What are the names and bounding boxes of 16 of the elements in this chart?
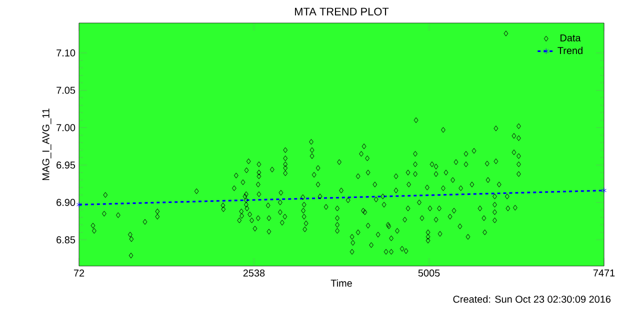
x-tick-label: 72 xyxy=(74,270,84,276)
chart-title: MTA TREND PLOT xyxy=(295,8,389,16)
legend-label: Trend xyxy=(558,46,582,54)
x-tick-label: 7471 xyxy=(593,270,615,276)
y-tick-label: 6.95 xyxy=(56,162,76,169)
y-tick-label: 6.90 xyxy=(56,198,76,206)
y-axis-title: MAG_I_AVG_11 xyxy=(42,108,52,180)
y-tick-label: 7.05 xyxy=(56,86,76,94)
x-tick-label: 2538 xyxy=(243,270,265,277)
legend-label: Data xyxy=(560,34,581,42)
y-tick-label: 7.00 xyxy=(56,124,76,132)
y-tick-label: 6.85 xyxy=(56,236,76,244)
x-axis-title: Time xyxy=(330,279,352,287)
y-tick-label: 7.10 xyxy=(56,49,76,56)
text: Created: Sun Oct 23 02:30:09 2016 xyxy=(453,295,611,303)
x-tick-label: 5005 xyxy=(418,270,440,277)
